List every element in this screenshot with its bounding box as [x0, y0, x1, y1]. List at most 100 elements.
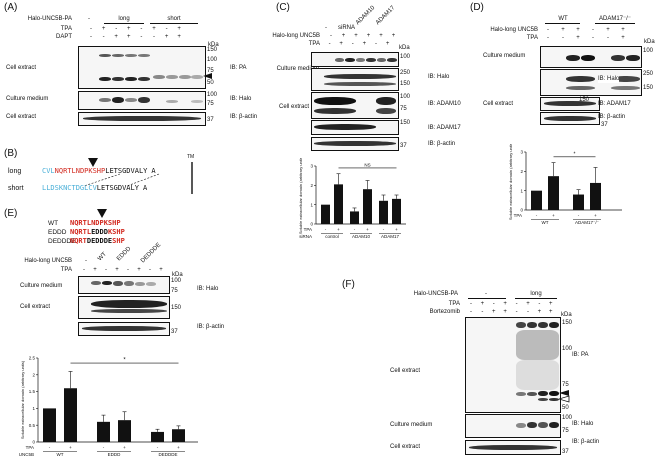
panel-a-sample-2: Cell extract — [6, 114, 37, 120]
panel-d-sample-0: Culture medium — [483, 53, 526, 59]
panel-c-adam17-marker-150: 150 — [400, 120, 411, 126]
sign-panels-D-tpa_values-4: - — [607, 35, 609, 41]
panel-f-label: (F) — [342, 279, 355, 290]
sign-panels-A-rows-0-values-1: + — [101, 26, 106, 32]
sign-panels-C-tpa_values-2: + — [339, 41, 343, 47]
panel-f-underline-long — [515, 298, 557, 299]
panel-f-ib-1: IB: Halo — [572, 421, 594, 427]
panel-a-label: (A) — [4, 2, 18, 13]
panel-a-arrowhead-icon — [203, 73, 212, 79]
sign-panels-D-tpa_values-3: - — [592, 35, 594, 41]
panel-a-ib-0: IB: PA — [230, 65, 247, 71]
panel-f-row-tpa: TPA — [448, 301, 460, 307]
y-tick-label-2: 2 — [310, 183, 313, 188]
panel-a-blot-actin — [78, 112, 206, 126]
panel-d-halo-marker-150: 150 — [643, 85, 654, 91]
panel-d-bar-chart: 0 1 2 3 Soluble extracellular domain (arbitr… — [508, 144, 622, 225]
panel-a-group-2: short — [167, 16, 181, 22]
y-tick-label-3: 3 — [310, 164, 313, 169]
row1-2: - — [103, 445, 105, 450]
bar-1 — [548, 176, 559, 210]
sign-panels-E-tpa_values-4: - — [127, 267, 129, 273]
panel-d-sample-2: Cell extract — [483, 101, 514, 107]
row1-1: + — [337, 227, 340, 232]
row1-2: - — [354, 227, 356, 232]
panel-c-label: (C) — [276, 2, 290, 13]
panel-f-blot-halo — [465, 414, 561, 438]
panel-e-ib-0: IB: Halo — [197, 286, 219, 292]
panel-f-sample-0: Cell extract — [390, 368, 421, 374]
sign-panels-A-rows-1-values-4: - — [140, 34, 143, 40]
bar-2 — [350, 211, 359, 224]
y-tick-label-1: 0.5 — [29, 423, 36, 428]
row1-5: + — [177, 445, 180, 450]
panel-a-underline-short — [150, 23, 198, 24]
panel-b-long-name: long — [8, 168, 22, 175]
row1-0: - — [325, 227, 327, 232]
panel-a-sample-1: Culture medium — [6, 96, 49, 102]
panel-a-group-0: - — [88, 16, 90, 22]
panel-f-ib-0: IB: PA — [572, 352, 589, 358]
panel-e-construct: Halo-long UNC5B — [24, 258, 72, 264]
panel-d-actin-marker-37: 37 — [601, 122, 608, 128]
sign-panels-F-rows-0-values-5: + — [526, 301, 530, 307]
significance-label: * — [123, 358, 126, 364]
y-tick-label-1: 1 — [310, 202, 313, 207]
row1-label: TPA — [514, 213, 522, 218]
sign-panels-C-construct_values-3: + — [366, 33, 371, 39]
row1-label: TPA — [26, 445, 34, 450]
bar-0 — [43, 408, 56, 442]
bar-4 — [379, 200, 388, 224]
panel-c-group-2: ADAM17 — [375, 5, 397, 27]
panel-f-sample-2: Cell extract — [390, 444, 421, 450]
panel-e-ib-2: IB: β-actin — [197, 324, 225, 330]
row2-1: EDDD — [108, 452, 122, 457]
bar-1 — [64, 388, 77, 442]
y-axis-label: Soluble extracellular domain (arbitrary … — [508, 144, 513, 220]
panel-f-blot-pa — [465, 317, 561, 413]
sign-panels-D-construct_values-4: + — [606, 27, 610, 33]
panel-e-medium-marker-75: 75 — [171, 288, 178, 294]
panel-a-ib-1: IB: Halo — [230, 96, 252, 102]
panel-d-blot-actin — [540, 112, 600, 125]
panel-c-adam10-marker-75: 75 — [400, 106, 407, 112]
sign-panels-C-tpa_values-1: - — [328, 41, 331, 47]
panel-c-blot-adam17 — [311, 120, 399, 135]
sign-panels-D-construct_values-0: - — [547, 27, 549, 33]
panel-a-marker-75: 75 — [207, 68, 214, 74]
sign-panels-F-rows-1-values-5: - — [527, 309, 529, 315]
bar-5 — [392, 198, 401, 224]
row2-1: ADAM17⁻/⁻ — [575, 220, 600, 225]
row2-0: WT — [542, 220, 549, 225]
panel-a-blot-halo — [78, 91, 206, 110]
panel-c-bar-chart: 0 1 2 3 Soluble extracellular domain (arbitr… — [298, 158, 406, 239]
significance-label: * — [574, 151, 576, 157]
sign-panels-A-rows-1-values-5: - — [153, 34, 155, 40]
y-tick-label-0: 0 — [520, 208, 523, 213]
sign-panels-A-rows-0-values-7: + — [177, 26, 181, 32]
row1-3: + — [123, 445, 126, 450]
panel-a-group-1: long — [118, 16, 130, 22]
sign-panels-F-rows-1-values-2: + — [492, 309, 496, 315]
panel-e-tpa: TPA — [60, 267, 72, 273]
y-axis-label: Soluble extracellular domain (arbitrary … — [20, 360, 25, 439]
row1-3: + — [594, 213, 597, 218]
panel-c-blot-medium — [311, 52, 399, 67]
panel-b-long-sequence: CVLNQRTLNDPKSHPLETSGDVALY A — [42, 167, 156, 175]
panel-a-halo-marker-75: 75 — [207, 101, 214, 107]
sign-panels-C-tpa_values-4: + — [362, 41, 367, 47]
panel-e-actin-marker-37: 37 — [171, 329, 178, 335]
sign-panels-E-tpa_values-2: - — [105, 267, 107, 273]
panel-c-sirna: siRNA — [337, 25, 355, 31]
sign-panels-A-rows-1-values-3: + — [127, 34, 131, 40]
y-tick-label-0: 0 — [310, 222, 313, 227]
sign-panels-E-tpa_values-7: + — [159, 267, 163, 273]
sign-panels-F-rows-1-values-1: - — [481, 309, 484, 315]
panel-d-group-0: WT — [558, 16, 568, 22]
panel-f-marker-150: 150 — [562, 320, 573, 326]
panel-e-blot-medium — [78, 276, 170, 294]
panel-c-kda: kDa — [399, 45, 410, 51]
panel-d-construct: Halo-long UNC5B — [490, 27, 538, 33]
sign-panels-A-rows-1-values-2: + — [114, 34, 118, 40]
panel-e-seq-0: NQRTLNDPKSHP — [70, 219, 121, 227]
